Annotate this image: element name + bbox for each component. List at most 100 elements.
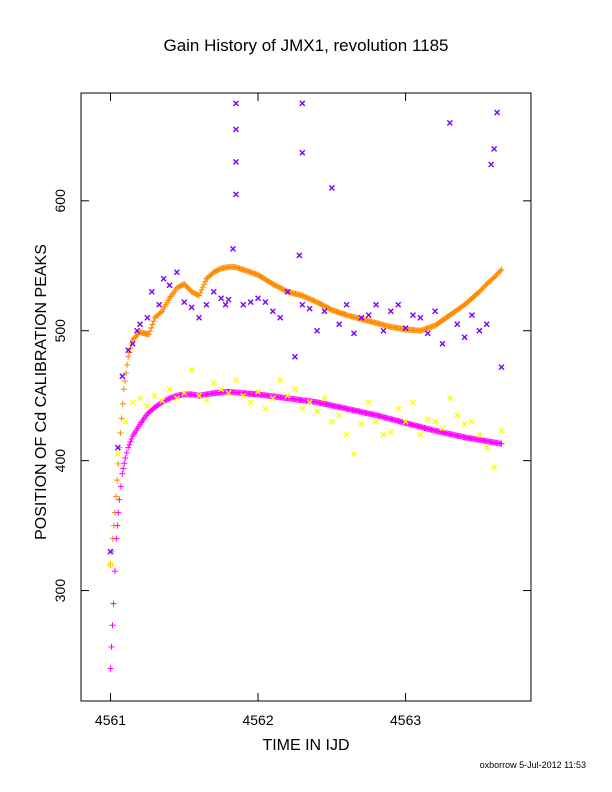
data-point [299,301,306,308]
data-point [232,158,239,165]
data-point [284,392,291,399]
data-point [314,408,321,415]
data-point [225,390,232,397]
data-point [494,109,501,116]
data-point [122,455,129,462]
data-point [409,312,416,319]
data-point [284,288,291,295]
data-point [387,308,394,315]
data-point [125,444,132,451]
data-point [115,460,122,467]
data-point [124,361,131,368]
data-point [108,548,115,555]
data-point [119,373,126,380]
data-point [446,395,453,402]
data-point [446,119,453,126]
y-tick-label: 600 [52,189,68,213]
x-axis-label: TIME IN IJD [262,737,350,754]
data-point [417,431,424,438]
data-point [483,444,490,451]
data-point [196,314,203,321]
data-point [328,184,335,191]
data-point [299,405,306,412]
data-point [277,314,284,321]
data-point [113,493,120,500]
data-point [129,340,136,347]
data-point [218,386,225,393]
data-point [328,418,335,425]
data-point [232,191,239,198]
data-point [114,444,121,451]
data-point [119,400,126,407]
data-point [196,392,203,399]
data-point [128,435,135,442]
data-point [137,395,144,402]
data-point [144,314,151,321]
data-point [365,312,372,319]
data-point [117,430,124,437]
data-point [145,331,152,338]
data-point [468,418,475,425]
data-point [358,421,365,428]
data-point [247,399,254,406]
data-point [123,449,130,456]
data-point [181,390,188,397]
data-point [181,299,188,306]
data-point [147,328,154,335]
data-point [454,321,461,328]
data-point [203,396,210,403]
data-point [203,301,210,308]
data-point [343,301,350,308]
data-point [498,427,505,434]
data-point [432,308,439,315]
data-point [210,379,217,386]
data-point [291,353,298,360]
data-point [321,308,328,315]
data-point [488,161,495,168]
y-tick-label: 400 [52,449,68,473]
data-point [461,334,468,341]
data-point [432,418,439,425]
data-point [343,431,350,438]
data-point [225,296,232,303]
axis-tick-labels: 4561 4562 4563 300 400 500 600 [52,189,421,728]
data-point [196,292,203,299]
data-point [115,509,122,516]
data-point [291,386,298,393]
data-point [232,377,239,384]
data-point [409,399,416,406]
data-point [188,366,195,373]
data-point [497,267,504,274]
data-point [299,149,306,156]
data-point [498,364,505,371]
footer-credit: oxborrow 5-Jul-2012 11:53 [479,760,586,770]
data-point [144,403,151,410]
data-point [439,340,446,347]
data-point [336,412,343,419]
data-point [424,330,431,337]
data-point [299,100,306,107]
data-point [125,353,132,360]
data-point [197,289,204,296]
data-point [306,399,313,406]
data-point [166,282,173,289]
data-point [476,327,483,334]
data-point [373,301,380,308]
data-point [114,522,121,529]
data-point [395,301,402,308]
data-point [269,308,276,315]
data-point [491,464,498,471]
data-point [296,252,303,259]
data-point [232,100,239,107]
data-point [114,451,121,458]
data-point [173,269,180,276]
y-axis-label: POSITION OF Cd CALIBRATION PEAKS [33,244,50,540]
data-point [116,496,123,503]
data-point [151,392,158,399]
y-axis-label-wrap: POSITION OF Cd CALIBRATION PEAKS [27,212,57,572]
data-point [454,412,461,419]
data-point [373,418,380,425]
data-point [198,287,205,294]
data-point [127,438,134,445]
data-marks [107,100,505,672]
